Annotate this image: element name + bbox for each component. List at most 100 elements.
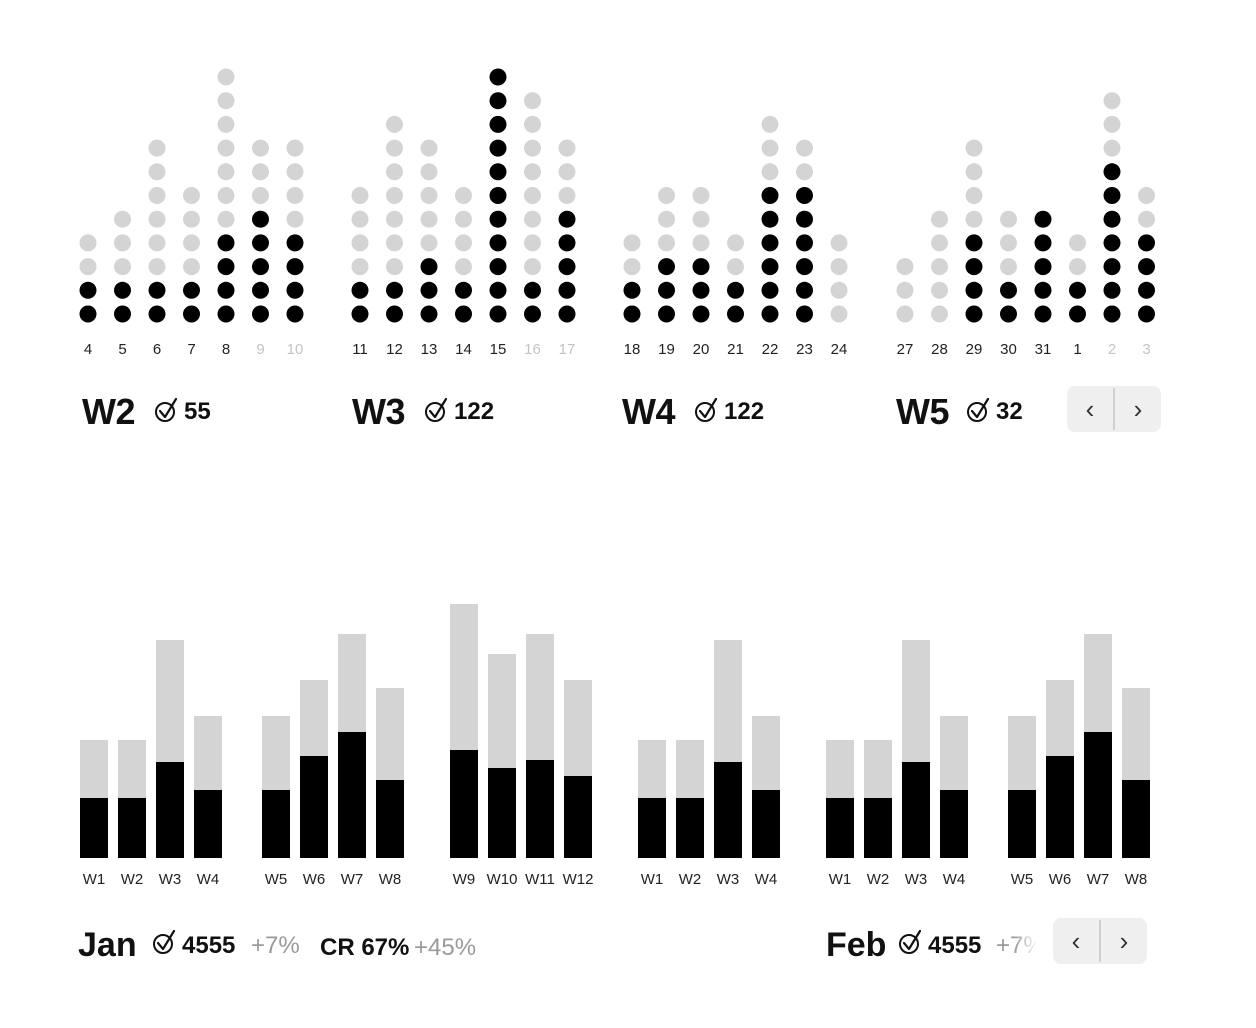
done-dot xyxy=(489,210,507,228)
day-label: 13 xyxy=(421,341,438,358)
pending-dot xyxy=(183,258,200,276)
done-dot xyxy=(79,281,97,299)
pending-dot xyxy=(217,163,235,181)
done-dot xyxy=(455,281,472,299)
day-label: 5 xyxy=(118,341,126,358)
bar-done xyxy=(826,798,854,858)
pending-dot xyxy=(420,187,438,204)
day-label: 17 xyxy=(559,341,576,358)
pending-dot xyxy=(830,281,848,299)
conversion-rate-delta: +45% xyxy=(414,934,477,961)
pending-dot xyxy=(79,258,97,276)
pending-dot xyxy=(252,163,269,181)
pending-dot xyxy=(455,234,472,252)
done-dot xyxy=(1103,258,1121,276)
week-title-w2: W2 xyxy=(82,391,136,432)
bar-done xyxy=(940,790,968,858)
pending-dot xyxy=(351,258,369,276)
pending-dot xyxy=(217,92,235,110)
month-title-jan: Jan xyxy=(78,926,137,964)
week-label: W3 xyxy=(717,871,740,888)
check-circle-icon xyxy=(155,397,178,422)
done-dot xyxy=(1103,210,1121,228)
prev-month-button[interactable]: ‹ xyxy=(1053,918,1099,964)
done-dot xyxy=(796,187,813,204)
pending-dot xyxy=(896,305,914,323)
pending-dot xyxy=(965,163,983,181)
bar-done xyxy=(1046,756,1074,858)
pending-dot xyxy=(796,163,813,181)
bar-done xyxy=(864,798,892,858)
done-dot xyxy=(386,305,403,323)
pending-dot xyxy=(761,115,779,133)
done-dot xyxy=(148,281,166,299)
pending-dot xyxy=(217,187,235,204)
done-dot xyxy=(965,234,983,252)
chevron-right-icon: › xyxy=(1133,393,1143,424)
done-dot xyxy=(1138,234,1155,252)
done-dot xyxy=(965,305,983,323)
check-circle-icon xyxy=(695,397,718,422)
done-dot xyxy=(420,281,438,299)
done-dot xyxy=(252,281,269,299)
done-dot xyxy=(796,210,813,228)
pending-dot xyxy=(217,68,235,86)
pending-dot xyxy=(692,210,710,228)
pending-dot xyxy=(558,163,576,181)
done-dot xyxy=(761,305,779,323)
week-label: W6 xyxy=(1049,871,1072,888)
pager-divider xyxy=(1099,920,1101,962)
done-dot xyxy=(286,258,304,276)
done-dot xyxy=(1000,305,1017,323)
weekly-bar-chart: W1 W2 W3 W4 W5 W6 W7 W8 W9 W10 W11 W12 W1 W2 W3 W4 W1 W2 W… xyxy=(80,604,1150,888)
next-month-button[interactable]: › xyxy=(1101,918,1147,964)
day-label: 8 xyxy=(222,341,230,358)
done-dot xyxy=(796,234,813,252)
pending-dot xyxy=(524,163,541,181)
week-title-w4: W4 xyxy=(622,391,676,432)
next-week-button[interactable]: › xyxy=(1115,386,1161,432)
day-label: 3 xyxy=(1142,341,1150,358)
done-dot xyxy=(1069,281,1086,299)
week-label: W6 xyxy=(303,871,326,888)
pending-dot xyxy=(420,163,438,181)
week-label: W5 xyxy=(265,871,288,888)
done-dot xyxy=(796,281,813,299)
bar-done xyxy=(376,780,404,858)
day-label: 31 xyxy=(1035,341,1052,358)
done-dot xyxy=(558,258,576,276)
done-dot xyxy=(558,305,576,323)
prev-week-button[interactable]: ‹ xyxy=(1067,386,1113,432)
pending-dot xyxy=(830,258,848,276)
day-label: 28 xyxy=(931,341,948,358)
pending-dot xyxy=(965,139,983,157)
done-dot xyxy=(761,234,779,252)
week-label: W4 xyxy=(197,871,220,888)
day-label: 29 xyxy=(966,341,983,358)
done-dot xyxy=(489,234,507,252)
done-dot xyxy=(623,281,641,299)
pending-dot xyxy=(623,258,641,276)
done-dot xyxy=(455,305,472,323)
pending-dot xyxy=(420,234,438,252)
bar-done xyxy=(752,790,780,858)
pending-dot xyxy=(148,163,166,181)
done-dot xyxy=(965,281,983,299)
done-dot xyxy=(114,281,131,299)
pending-dot xyxy=(965,210,983,228)
bar-done xyxy=(564,776,592,858)
day-label: 21 xyxy=(727,341,744,358)
done-dot xyxy=(420,258,438,276)
pending-dot xyxy=(558,187,576,204)
done-dot xyxy=(727,281,744,299)
week-label: W7 xyxy=(341,871,364,888)
pending-dot xyxy=(148,234,166,252)
pending-dot xyxy=(796,139,813,157)
pending-dot xyxy=(1138,210,1155,228)
pending-dot xyxy=(217,210,235,228)
day-label: 1 xyxy=(1073,341,1081,358)
pending-dot xyxy=(830,234,848,252)
done-dot xyxy=(796,258,813,276)
done-dot xyxy=(386,281,403,299)
done-dot xyxy=(1034,234,1052,252)
